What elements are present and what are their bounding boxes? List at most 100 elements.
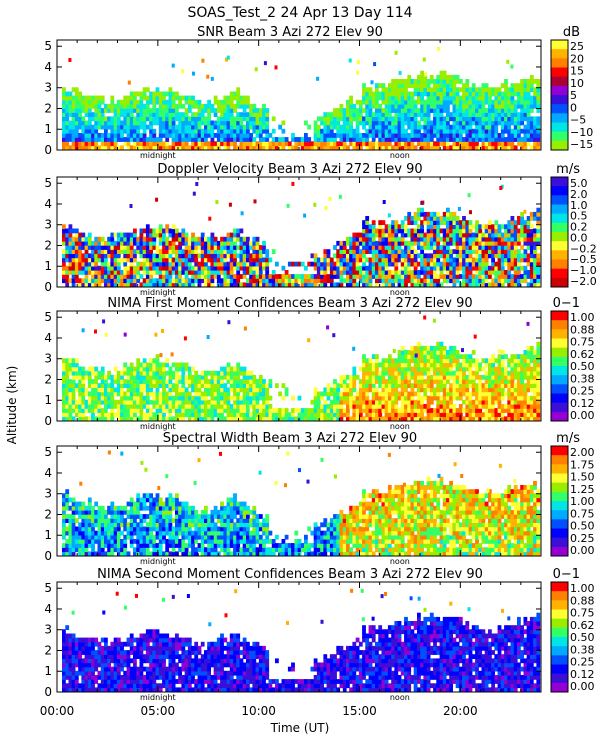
heatmap-cell [375, 370, 379, 376]
heatmap-cell [384, 95, 389, 101]
heatmap-cell [417, 79, 421, 84]
heatmap-cell [533, 278, 537, 284]
heatmap-cell [104, 379, 108, 384]
heatmap-cell [113, 374, 118, 380]
heatmap-cell [423, 103, 428, 109]
heatmap-cell [116, 257, 121, 263]
heatmap-cell [123, 128, 128, 134]
heatmap-cell [84, 257, 89, 263]
heatmap-cell [175, 416, 179, 422]
heatmap-cell [191, 103, 195, 109]
heatmap-cell [423, 240, 428, 246]
heatmap-cell [216, 103, 221, 109]
heatmap-cell [71, 399, 76, 405]
heatmap-cell [139, 249, 144, 254]
heatmap-cell [62, 412, 66, 418]
heatmap-cell [481, 87, 486, 93]
heatmap-cell [520, 278, 524, 284]
heatmap-cell [265, 108, 270, 113]
heatmap-cell [271, 145, 276, 151]
heatmap-cell [365, 240, 370, 246]
heatmap-cell [81, 99, 86, 105]
heatmap-cell [494, 120, 499, 126]
heatmap-cell [197, 374, 202, 380]
heatmap-cell [258, 137, 263, 142]
heatmap-cell [307, 416, 312, 422]
heatmap-cell [275, 145, 279, 151]
heatmap-cell [520, 99, 524, 105]
heatmap-cell [526, 220, 531, 225]
heatmap-cell [81, 391, 86, 397]
heatmap-cell [139, 124, 144, 130]
heatmap-cell [352, 261, 357, 267]
heatmap-cell [481, 133, 486, 138]
heatmap-cell [442, 253, 447, 259]
heatmap-cell [346, 128, 350, 134]
colorbar-tick-label: 0.0 [570, 231, 588, 244]
heatmap-cell [171, 95, 176, 101]
heatmap-cell [397, 412, 402, 418]
heatmap-cell [368, 99, 373, 105]
heatmap-cell [462, 216, 466, 221]
heatmap-cell [449, 220, 453, 225]
heatmap-cell [410, 79, 415, 84]
heatmap-cell [281, 408, 286, 413]
heatmap-cell [165, 245, 170, 250]
heatmap-cell [168, 240, 173, 246]
heatmap-cell [158, 249, 163, 254]
heatmap-cell [465, 108, 470, 113]
heatmap-cell [265, 120, 270, 126]
heatmap-cell [168, 91, 173, 97]
heatmap-cell [316, 399, 321, 405]
heatmap-cell [142, 112, 147, 117]
heatmap-cell [191, 399, 195, 405]
heatmap-cell [384, 112, 389, 117]
heatmap-cell [62, 404, 66, 409]
heatmap-cell [471, 145, 476, 151]
heatmap-cell [223, 257, 228, 263]
heatmap-cell [510, 141, 515, 147]
heatmap-cell [116, 133, 121, 138]
heatmap-cell [158, 374, 163, 380]
heatmap-cell [446, 245, 450, 250]
heatmap-cell [171, 137, 176, 142]
heatmap-cell [239, 395, 244, 401]
heatmap-cell [526, 112, 531, 117]
heatmap-cell [152, 358, 157, 364]
heatmap-cell [323, 128, 328, 134]
heatmap-cell [497, 95, 502, 101]
heatmap-cell [429, 224, 434, 230]
heatmap-cell [213, 374, 218, 380]
heatmap-cell [91, 366, 95, 372]
heatmap-cell [110, 141, 115, 147]
heatmap-cell [342, 379, 347, 384]
heatmap-cell [355, 240, 360, 246]
heatmap-cell [504, 137, 508, 142]
heatmap-cell [510, 216, 515, 221]
heatmap-cell [475, 257, 479, 263]
heatmap-cell [378, 236, 383, 242]
heatmap-cell [220, 379, 224, 384]
heatmap-cell [74, 362, 79, 368]
heatmap-cell [129, 236, 134, 242]
heatmap-cell [162, 99, 166, 105]
heatmap-cell [371, 257, 376, 263]
heatmap-cell [262, 257, 266, 263]
heatmap-cell [129, 133, 134, 138]
heatmap-cell [526, 261, 531, 267]
heatmap-cell [168, 404, 173, 409]
heatmap-cell [284, 137, 289, 142]
heatmap-cell [216, 374, 221, 380]
heatmap-cell [74, 116, 79, 122]
heatmap-cell [249, 278, 253, 284]
heatmap-speckle [398, 71, 402, 75]
heatmap-cell [100, 261, 105, 267]
heatmap-cell [187, 99, 192, 105]
heatmap-cell [507, 87, 512, 93]
heatmap-cell [271, 128, 276, 134]
heatmap-cell [458, 116, 463, 122]
heatmap-cell [426, 103, 431, 109]
heatmap-cell [249, 374, 253, 380]
heatmap-cell [478, 87, 483, 93]
heatmap-cell [336, 274, 341, 279]
